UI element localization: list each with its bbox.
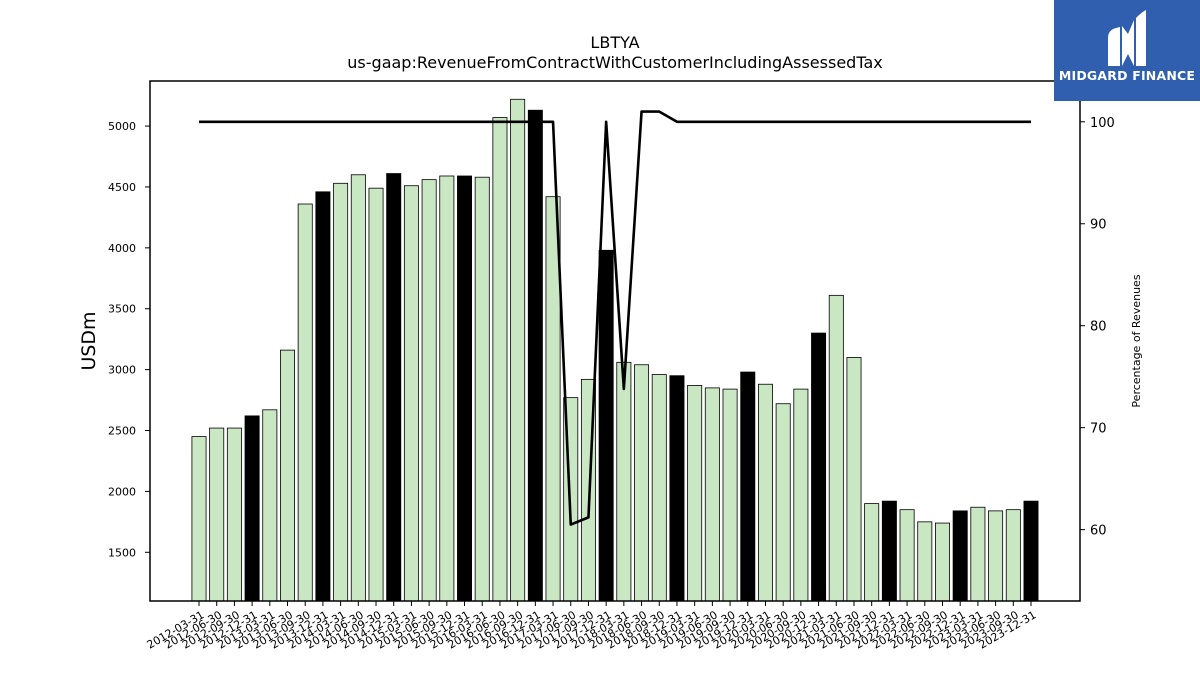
bar-2023-09-30 xyxy=(1005,509,1021,602)
y2-tick-label: 60 xyxy=(1090,524,1107,539)
bar-2014-06-30 xyxy=(350,174,366,602)
bar-2019-09-30 xyxy=(722,388,738,602)
bar-2018-12-31 xyxy=(669,375,685,602)
bar-2015-06-30 xyxy=(421,179,437,602)
y-tick-label: 4000 xyxy=(108,242,136,255)
bar-2014-03-31 xyxy=(333,182,349,602)
bar-2016-03-31 xyxy=(474,176,490,602)
bar-2017-12-31 xyxy=(598,249,614,602)
y2-axis-label: Percentage of Revenues xyxy=(1130,274,1143,407)
y2-tick-label: 80 xyxy=(1090,320,1107,335)
logo-mark-icon xyxy=(1108,10,1146,66)
bar-2012-06-30 xyxy=(209,427,225,602)
bar-2022-03-31 xyxy=(899,509,915,602)
logo-text: MIDGARD FINANCE xyxy=(1058,68,1196,83)
chart-subtitle: us-gaap:RevenueFromContractWithCustomerI… xyxy=(347,53,882,72)
bar-2014-09-30 xyxy=(368,187,384,602)
bar-2023-12-31 xyxy=(1023,500,1039,602)
bar-2023-06-30 xyxy=(988,510,1004,602)
bar-2012-12-31 xyxy=(244,415,260,602)
plot-frame xyxy=(149,80,1081,602)
bar-2015-09-30 xyxy=(439,175,455,602)
bar-2022-06-30 xyxy=(917,521,933,602)
y-tick-label: 2500 xyxy=(108,425,136,438)
bar-2014-12-31 xyxy=(386,173,402,602)
bar-2021-06-30 xyxy=(846,357,862,602)
bar-2015-12-31 xyxy=(457,175,473,602)
y2-tick-label: 90 xyxy=(1090,218,1107,233)
bar-2022-09-30 xyxy=(935,522,950,602)
bar-2020-06-30 xyxy=(775,403,791,602)
y2-tick-label: 100 xyxy=(1090,116,1115,131)
y-tick-label: 3500 xyxy=(108,303,136,316)
bar-2021-12-31 xyxy=(881,500,897,602)
bar-2021-03-31 xyxy=(828,294,844,602)
y2-tick-label: 70 xyxy=(1090,422,1107,437)
bar-2018-09-30 xyxy=(651,374,667,602)
bar-2018-03-31 xyxy=(616,361,632,602)
bar-2013-03-31 xyxy=(262,409,278,602)
y-tick-label: 2000 xyxy=(108,485,136,498)
bar-2019-03-31 xyxy=(687,385,703,602)
chart-title: LBTYA xyxy=(590,33,639,52)
bar-2013-12-31 xyxy=(315,191,331,602)
bar-2016-06-30 xyxy=(492,117,508,602)
y-tick-label: 5000 xyxy=(108,120,136,133)
bar-2021-09-30 xyxy=(864,503,880,602)
bar-2020-03-31 xyxy=(757,383,773,602)
bar-2023-03-31 xyxy=(970,506,986,602)
y-tick-label: 4500 xyxy=(108,181,136,194)
bar-2012-09-30 xyxy=(226,427,242,602)
percentage-line xyxy=(199,110,1031,526)
brand-logo: MIDGARD FINANCE xyxy=(1054,0,1200,101)
y-tick-label: 3000 xyxy=(108,364,136,377)
bar-2019-06-30 xyxy=(704,387,720,602)
bar-2022-12-31 xyxy=(952,510,968,602)
bar-2012-03-31 xyxy=(191,436,207,602)
bar-2016-09-30 xyxy=(510,98,526,602)
bar-2013-06-30 xyxy=(280,349,295,602)
bar-2015-03-31 xyxy=(403,185,419,602)
bar-2019-12-31 xyxy=(740,371,756,602)
y-tick-label: 1500 xyxy=(108,546,136,559)
bar-2018-06-30 xyxy=(634,364,650,602)
bar-2020-12-31 xyxy=(811,332,827,602)
bar-2020-09-30 xyxy=(793,388,809,602)
y-axis-label: USDm xyxy=(78,311,100,370)
bar-2016-12-31 xyxy=(527,109,543,602)
bar-2013-09-30 xyxy=(297,203,313,602)
